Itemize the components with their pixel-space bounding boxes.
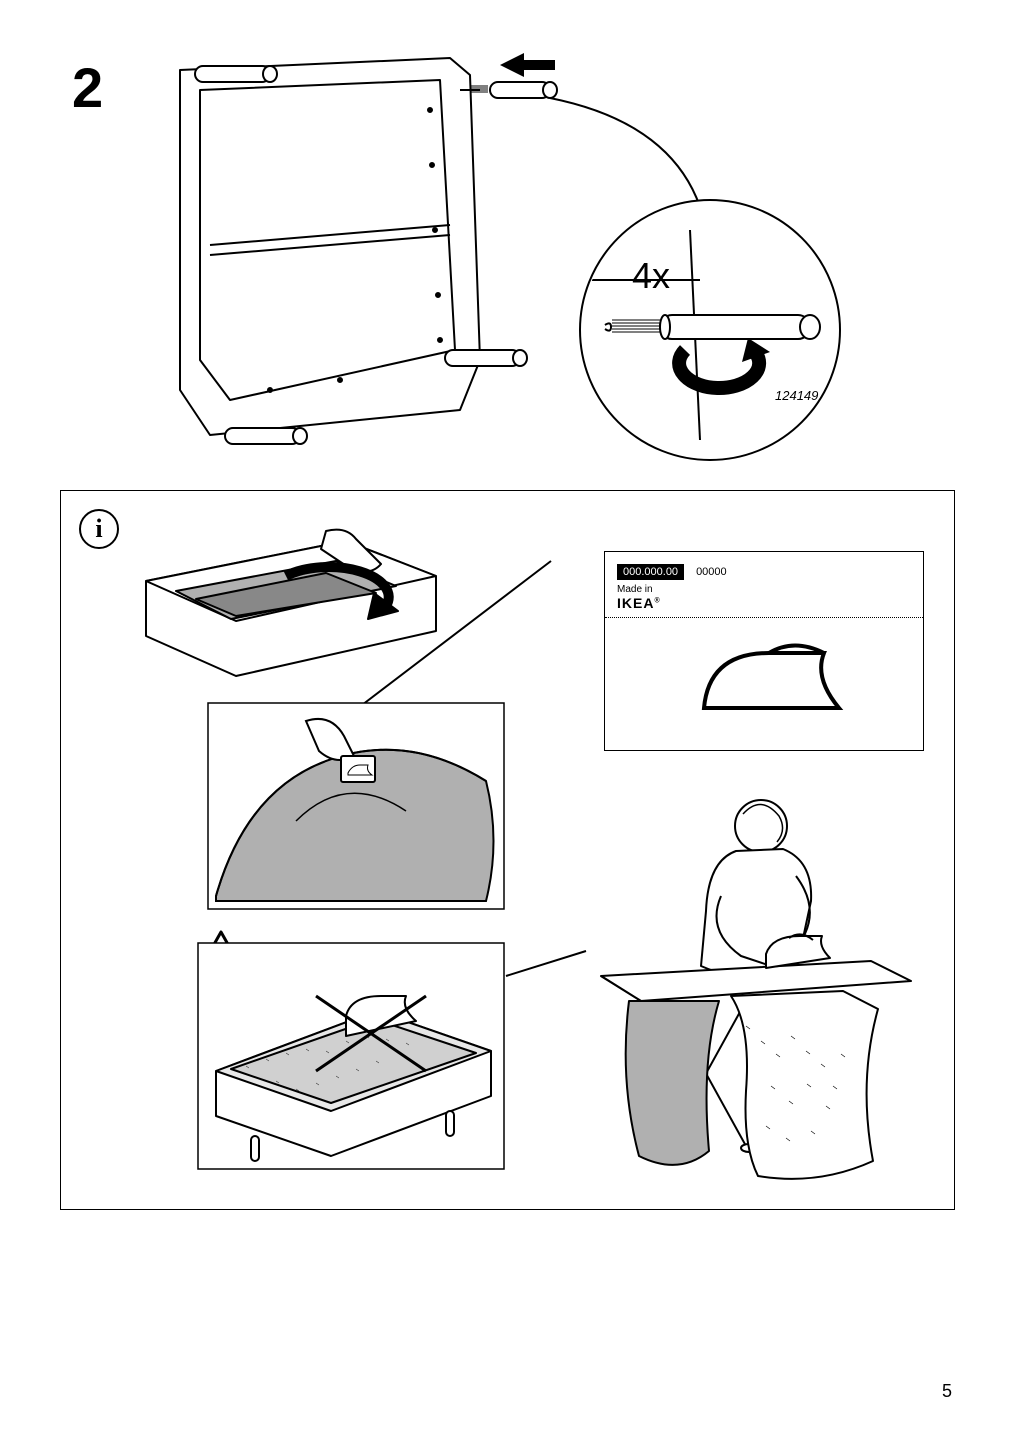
step-number: 2 <box>72 55 103 120</box>
care-label-card: 000.000.00 00000 Made in IKEA® <box>604 551 924 751</box>
check-label-illustration <box>206 701 506 911</box>
correct-ironing-illustration <box>571 786 931 1186</box>
frame-illustration: 124149 <box>150 40 870 470</box>
iron-icon <box>674 628 854 723</box>
page-number: 5 <box>942 1381 952 1402</box>
ikea-logo: IKEA® <box>617 595 911 611</box>
wrong-ironing-illustration <box>196 941 506 1171</box>
assembly-diagram: 124149 4x <box>150 40 870 470</box>
made-in-label: Made in <box>617 584 911 595</box>
article-number: 000.000.00 <box>617 564 684 580</box>
serial-number: 00000 <box>692 564 731 580</box>
info-panel: i 000.000.00 00000 <box>60 490 955 1210</box>
info-icon: i <box>79 509 119 549</box>
instruction-page: 2 <box>0 0 1012 1432</box>
part-number: 124149 <box>775 388 818 403</box>
quantity-label: 4x <box>632 255 670 297</box>
